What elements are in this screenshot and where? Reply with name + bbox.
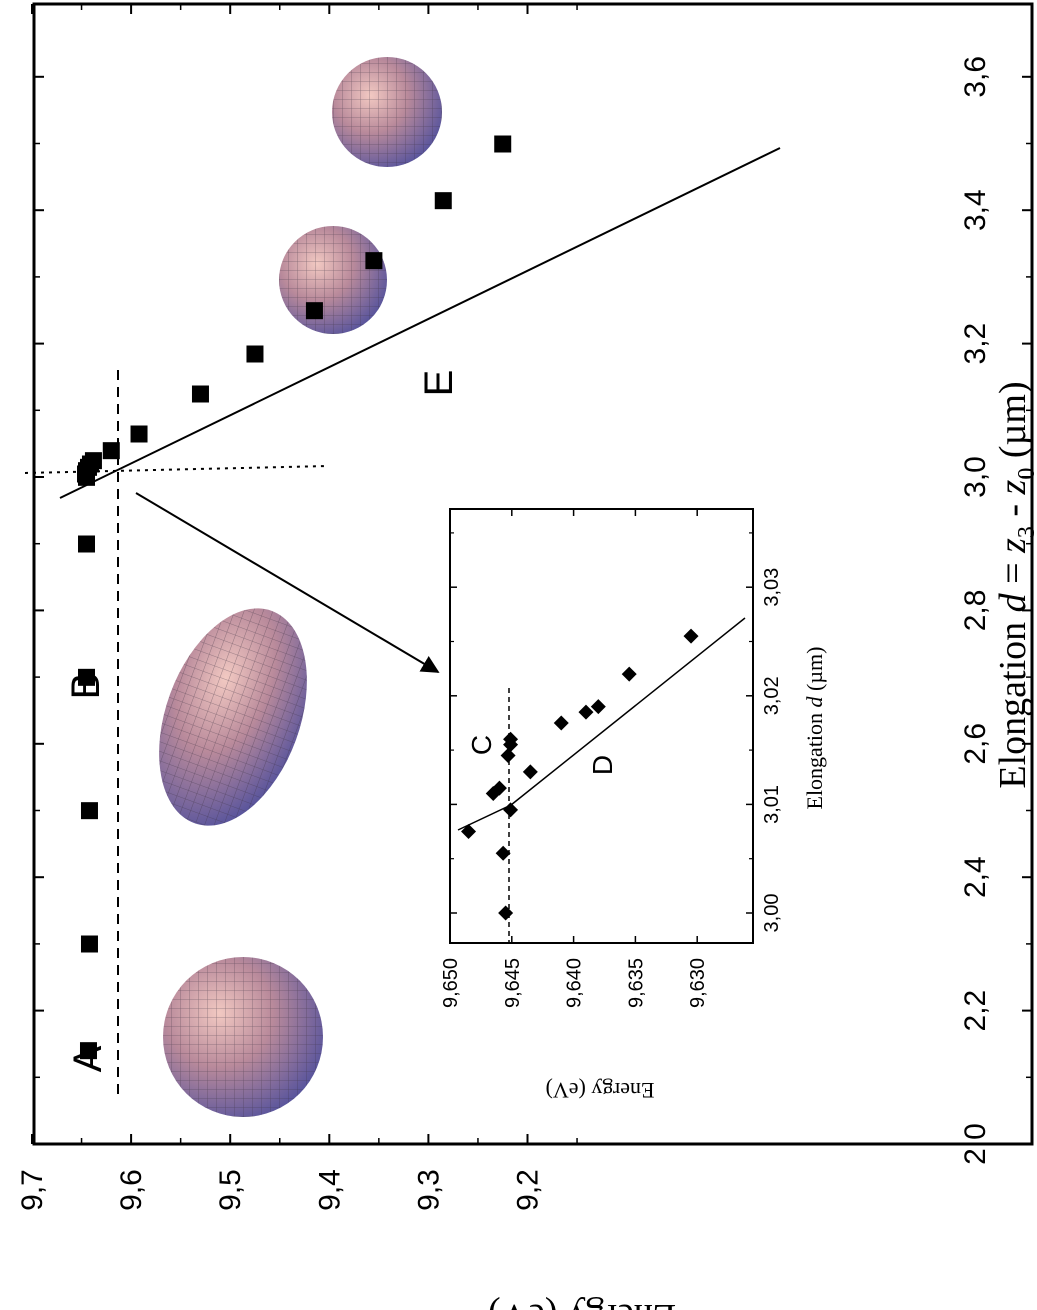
inset-x-title-part-1: Elongation (802, 707, 827, 809)
main-x-tick-label: 2,4 (959, 856, 992, 898)
main-data-point (434, 192, 452, 210)
main-series-markers (77, 135, 512, 1060)
main-x-tick-label: 2,2 (959, 990, 992, 1032)
main-x-tick-label: 2,6 (959, 723, 992, 765)
inset-data-point (553, 715, 569, 731)
main-x-title-part-3: = (992, 553, 1034, 593)
inset-data-point (683, 628, 699, 644)
inset-x-axis-title: Elongation d (µm) (802, 647, 827, 810)
main-data-point (130, 425, 148, 443)
inset-data-point (495, 845, 511, 861)
inset-plot-frame (449, 508, 754, 944)
main-data-point (246, 345, 264, 363)
main-x-tick-label: 3,2 (959, 323, 992, 365)
main-axis-ticks (31, 4, 1032, 1145)
main-x-title-part-8: 0 (1014, 468, 1037, 480)
inset-y-tick-label: 9,630 (687, 958, 709, 1008)
main-x-tick-label: 3,6 (959, 56, 992, 98)
main-x-title-part-7: z (992, 479, 1034, 495)
main-x-tick-label: 3,4 (959, 189, 992, 231)
inset-x-tick-label: 3,03 (761, 568, 783, 607)
main-x-axis-title: Elongation d = z3 - z0 (µm) (992, 381, 1037, 788)
inset-data-point (498, 905, 514, 921)
main-x-title-part-2: d (992, 592, 1034, 612)
main-data-point (305, 302, 323, 320)
main-data-point (191, 385, 209, 403)
main-data-point (79, 1042, 97, 1060)
main-data-point (494, 135, 512, 153)
inset-y-axis-title: Energy (eV) (546, 1078, 655, 1103)
inset-data-point (590, 699, 606, 715)
main-data-point (365, 252, 383, 270)
main-y-tick-label: 9,3 (412, 1169, 445, 1211)
droplet-shapes (159, 57, 442, 1117)
inset-x-tick-label: 3,00 (761, 894, 783, 933)
main-y-tick-label: 9,5 (214, 1169, 247, 1211)
main-data-point (80, 935, 98, 953)
main-x-tick-label: 2,0 (959, 1123, 992, 1165)
main-x-tick-label: 2,8 (959, 590, 992, 632)
inset-y-tick-label: 9,635 (625, 958, 647, 1008)
main-fit-line (59, 147, 781, 499)
annotation-b: B (64, 673, 108, 700)
inset-data-point (503, 731, 519, 747)
droplet-sphere-large (163, 957, 323, 1117)
main-dotted-reference-line (24, 465, 329, 474)
main-y-tick-label: 9,7 (16, 1169, 49, 1211)
droplet-ellipsoid (159, 608, 307, 826)
inset-fit-line-lower (510, 617, 746, 806)
main-y-axis-title: Energy (eV) (488, 1296, 676, 1310)
inset-y-tick-label: 9,650 (440, 958, 462, 1008)
main-x-title-part-1: Elongation (992, 612, 1034, 788)
main-data-point (78, 535, 96, 553)
main-x-title-part-4: z (992, 538, 1034, 554)
zoom-arrow (135, 492, 440, 673)
main-x-title-part-6: - (992, 494, 1034, 526)
inset-data-point (461, 824, 477, 840)
annotation-a: A (66, 1045, 110, 1072)
inset-x-tick-label: 3,02 (761, 676, 783, 715)
main-data-point (102, 442, 120, 460)
inset-tick-labels: 3,00 3,01 3,02 3,03 9,650 9,645 9,640 9,635 9,63… (440, 568, 783, 1008)
inset-x-title-part-2: d (802, 695, 827, 707)
inset-y-tick-label: 9,640 (564, 958, 586, 1008)
annotation-e: E (417, 370, 461, 397)
main-x-title-part-9: (µm) (992, 381, 1034, 467)
inset-data-point (491, 780, 507, 796)
droplet-sphere-small (332, 57, 442, 167)
inset-data-point (621, 666, 637, 682)
inset-data-point (522, 764, 538, 780)
inset-chart: 3,00 3,01 3,02 3,03 9,650 9,645 9,640 9,635 9,63… (440, 508, 827, 1103)
inset-x-tick-label: 3,01 (761, 785, 783, 824)
main-tick-labels: 2,0 2,2 2,4 2,6 2,8 3,0 3,2 3,4 3,6 9,2 9,3 9,4 9,5 9… (16, 56, 992, 1211)
main-y-tick-label: 9,6 (115, 1169, 148, 1211)
inset-data-point (500, 748, 516, 764)
annotation-d: D (587, 755, 618, 775)
main-plot-frame (32, 2, 1034, 1146)
main-x-tick-label: 3,0 (959, 456, 992, 498)
main-data-point (78, 668, 96, 686)
droplet-sphere-medium (279, 226, 387, 334)
annotation-c: C (466, 735, 497, 755)
main-y-tick-label: 9,2 (512, 1169, 545, 1211)
inset-x-title-part-3: (µm) (802, 647, 827, 697)
main-data-point (80, 802, 98, 820)
inset-data-point (503, 802, 519, 818)
inset-data-point (578, 704, 594, 720)
main-data-point (84, 452, 102, 470)
main-y-tick-label: 9,4 (313, 1169, 346, 1211)
inset-axis-ticks (449, 509, 753, 943)
inset-series-markers (461, 628, 699, 921)
inset-y-tick-label: 9,645 (502, 958, 524, 1008)
main-x-title-part-5: 3 (1014, 526, 1037, 538)
